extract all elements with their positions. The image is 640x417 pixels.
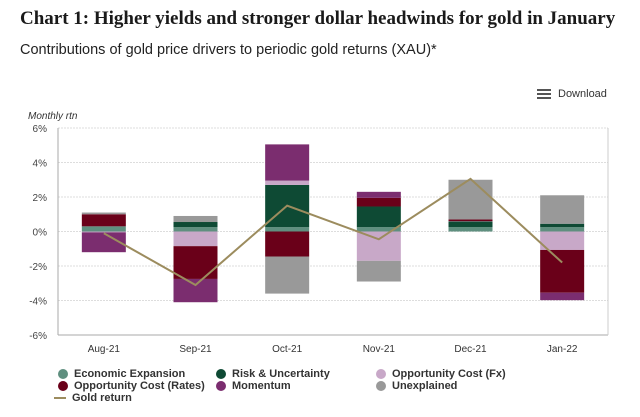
legend-item[interactable]: Unexplained xyxy=(376,380,457,392)
menu-icon xyxy=(537,88,551,100)
y-tick-label: 0% xyxy=(33,228,48,239)
legend-dot-icon xyxy=(376,381,386,391)
bar-segment xyxy=(81,214,126,227)
legend-item[interactable]: Opportunity Cost (Fx) xyxy=(376,368,506,380)
legend-item[interactable]: Momentum xyxy=(216,380,291,392)
bar-segment xyxy=(540,231,585,250)
bar-segment xyxy=(540,195,585,224)
y-tick-label: -2% xyxy=(29,262,47,273)
y-tick-label: 6% xyxy=(33,124,48,135)
bar-segment xyxy=(81,212,126,215)
legend-dot-icon xyxy=(216,381,226,391)
bar-segment xyxy=(81,231,126,233)
y-tick-label: -4% xyxy=(29,297,47,308)
legend-label: Unexplained xyxy=(392,380,458,392)
y-tick-label: 4% xyxy=(33,159,48,170)
bar-segment xyxy=(173,227,218,232)
y-tick-label: 2% xyxy=(33,193,48,204)
bar-segment xyxy=(540,227,585,232)
legend-dot-icon xyxy=(58,381,68,391)
bar-segment xyxy=(540,223,585,228)
legend-item[interactable]: Opportunity Cost (Rates) xyxy=(58,380,205,392)
bar-segment xyxy=(265,180,310,185)
bar-segment xyxy=(356,231,401,261)
legend-item[interactable]: Economic Expansion xyxy=(58,368,185,380)
bar-segment xyxy=(81,232,126,253)
x-tick-label: Nov-21 xyxy=(363,344,396,355)
bar-segment xyxy=(448,221,493,228)
x-tick-label: Jan-22 xyxy=(547,344,578,355)
bar-segment xyxy=(265,227,310,232)
x-tick-label: Oct-21 xyxy=(272,344,302,355)
legend-item[interactable]: Risk & Uncertainty xyxy=(216,368,330,380)
bar-segment xyxy=(448,179,493,220)
legend-label: Economic Expansion xyxy=(74,368,186,380)
chart-title: Chart 1: Higher yields and stronger doll… xyxy=(20,8,616,29)
bar-segment xyxy=(265,256,310,294)
x-tick-label: Sep-21 xyxy=(179,344,212,355)
bar-segment xyxy=(173,215,218,223)
bar-segment xyxy=(173,231,218,247)
bar-segment xyxy=(356,260,401,282)
download-label: Download xyxy=(558,88,607,100)
legend-label: Risk & Uncertainty xyxy=(232,368,330,380)
x-tick-label: Dec-21 xyxy=(454,344,487,355)
bar-segment xyxy=(356,206,401,228)
legend-line-icon xyxy=(54,397,66,399)
legend-label: Momentum xyxy=(232,380,291,392)
bar-segment xyxy=(81,226,126,232)
legend-dot-icon xyxy=(376,369,386,379)
bar-segment xyxy=(356,227,401,232)
bar-segment xyxy=(173,246,218,279)
gold-return-line xyxy=(103,177,563,287)
y-axis-label: Monthly rtn xyxy=(28,111,78,122)
legend-label: Opportunity Cost (Fx) xyxy=(392,368,506,380)
legend-label: Gold return xyxy=(72,392,132,404)
legend-label: Opportunity Cost (Rates) xyxy=(74,380,205,392)
x-tick-label: Aug-21 xyxy=(88,344,121,355)
bar-segment xyxy=(265,144,310,181)
bar-segment xyxy=(265,231,310,257)
legend-dot-icon xyxy=(58,369,68,379)
bar-segment xyxy=(448,219,493,222)
y-tick-label: -6% xyxy=(29,331,47,342)
chart-subtitle: Contributions of gold price drivers to p… xyxy=(20,42,437,58)
bar-segment xyxy=(173,278,218,303)
bar-segment xyxy=(356,191,401,198)
bar-segment xyxy=(540,249,585,293)
bar-segment xyxy=(540,292,585,301)
download-button[interactable]: Download xyxy=(537,88,607,100)
bar-segment xyxy=(173,222,218,228)
bar-segment xyxy=(448,227,493,232)
bar-segment xyxy=(356,197,401,207)
legend-item[interactable]: Gold return xyxy=(54,392,132,404)
legend-dot-icon xyxy=(216,369,226,379)
